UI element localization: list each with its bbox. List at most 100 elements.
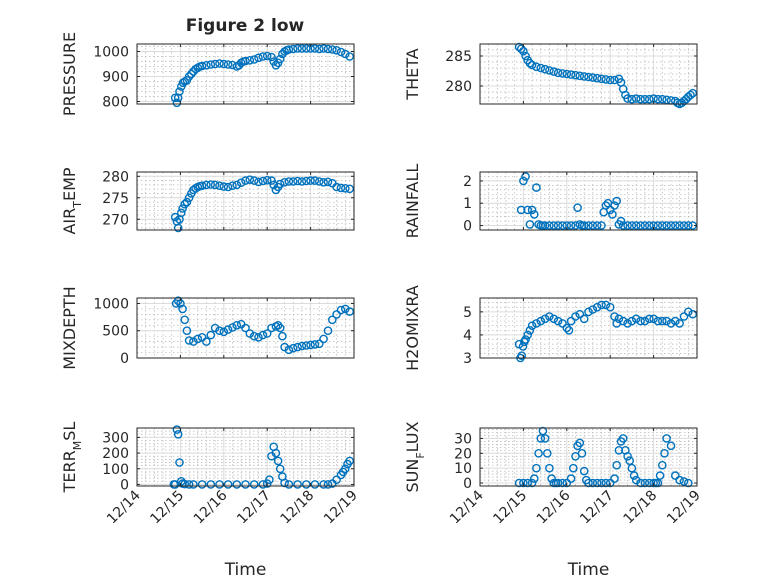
data-point — [514, 478, 524, 488]
data-point — [540, 434, 550, 443]
data-point — [254, 177, 263, 187]
data-point — [521, 51, 530, 61]
data-point — [553, 221, 563, 230]
data-point — [297, 44, 307, 53]
data-point — [684, 221, 693, 230]
subplot-pressure: 800 900 1000 PRESSURE — [60, 32, 355, 116]
data-point — [645, 314, 654, 324]
data-point — [215, 326, 224, 336]
y-tick-label: 500 — [102, 324, 129, 340]
x-tick-label: 12/17 — [234, 488, 274, 528]
data-point — [175, 458, 184, 467]
data-point — [588, 305, 598, 314]
data-point — [666, 319, 676, 328]
data-point — [228, 181, 237, 190]
data-point — [571, 312, 580, 321]
data-point — [241, 323, 250, 333]
data-point — [588, 221, 598, 230]
data-point — [612, 460, 622, 470]
subplot-h2omixra: 3 4 5 H2OMIXRA — [403, 285, 698, 371]
data-point — [571, 70, 580, 80]
data-point — [540, 64, 550, 74]
y-tick-label: 100 — [102, 462, 129, 478]
data-point — [579, 221, 589, 230]
data-point — [310, 480, 320, 489]
data-point — [519, 46, 528, 56]
y-tick-label: 270 — [102, 212, 129, 228]
data-point — [688, 309, 698, 319]
y-tick-label: 280 — [102, 169, 129, 185]
data-point — [236, 178, 246, 187]
data-point — [249, 55, 259, 64]
data-point — [553, 478, 563, 488]
data-point — [588, 478, 598, 488]
data-point — [254, 53, 263, 63]
data-point — [284, 45, 294, 54]
data-point — [532, 62, 541, 72]
data-point — [566, 221, 576, 230]
data-point — [558, 69, 567, 78]
data-point — [592, 302, 602, 312]
data-point — [175, 87, 184, 96]
data-point — [340, 49, 350, 59]
data-point — [588, 73, 598, 82]
data-point — [625, 456, 635, 466]
data-point — [636, 221, 645, 230]
data-point — [319, 44, 328, 53]
axes-box — [479, 171, 698, 231]
data-point — [232, 180, 242, 190]
data-point — [306, 176, 315, 185]
axes-box — [479, 297, 698, 359]
data-point — [627, 316, 637, 326]
data-point — [608, 210, 617, 219]
data-point — [267, 176, 276, 185]
data-point — [301, 341, 311, 350]
data-point — [640, 94, 650, 104]
data-point — [182, 326, 192, 336]
data-point — [684, 478, 693, 488]
data-point — [532, 463, 541, 473]
data-point — [577, 448, 587, 458]
axes-box — [479, 427, 698, 487]
data-point — [671, 471, 680, 480]
data-point — [323, 44, 333, 54]
data-point — [323, 326, 333, 336]
data-point — [558, 319, 567, 328]
data-point — [197, 181, 207, 190]
data-point — [223, 325, 233, 334]
data-point — [640, 221, 650, 230]
data-point — [278, 331, 287, 341]
x-tick-label: 12/17 — [577, 488, 617, 528]
y-axis-label-subscript: T — [71, 201, 84, 209]
data-point — [202, 337, 211, 346]
data-point — [627, 94, 637, 104]
axes-box — [136, 427, 355, 487]
data-point — [527, 60, 537, 70]
data-point — [258, 330, 268, 340]
data-point — [679, 312, 689, 321]
subplot-mixdepth: 0 500 1000 MIXDEPTH — [60, 286, 355, 370]
data-point — [215, 480, 224, 489]
data-point — [610, 474, 619, 483]
data-point — [658, 221, 667, 230]
data-point — [219, 327, 229, 337]
y-tick-label: 280 — [445, 79, 472, 95]
data-point — [327, 315, 337, 325]
data-point — [645, 94, 654, 104]
data-point — [275, 54, 285, 64]
data-point — [536, 63, 546, 73]
y-tick-label: 3 — [463, 351, 472, 367]
data-point — [636, 478, 645, 488]
axes-box — [136, 171, 355, 231]
y-tick-label: 0 — [120, 477, 129, 493]
data-point — [254, 332, 263, 342]
data-point — [223, 60, 233, 69]
data-point — [345, 456, 355, 466]
data-point — [662, 316, 671, 326]
subplot-rainfall: 0 1 2 RAINFALL — [403, 164, 698, 238]
data-point — [629, 471, 639, 480]
data-point — [566, 474, 576, 483]
data-point — [314, 177, 324, 186]
data-point — [340, 304, 350, 314]
